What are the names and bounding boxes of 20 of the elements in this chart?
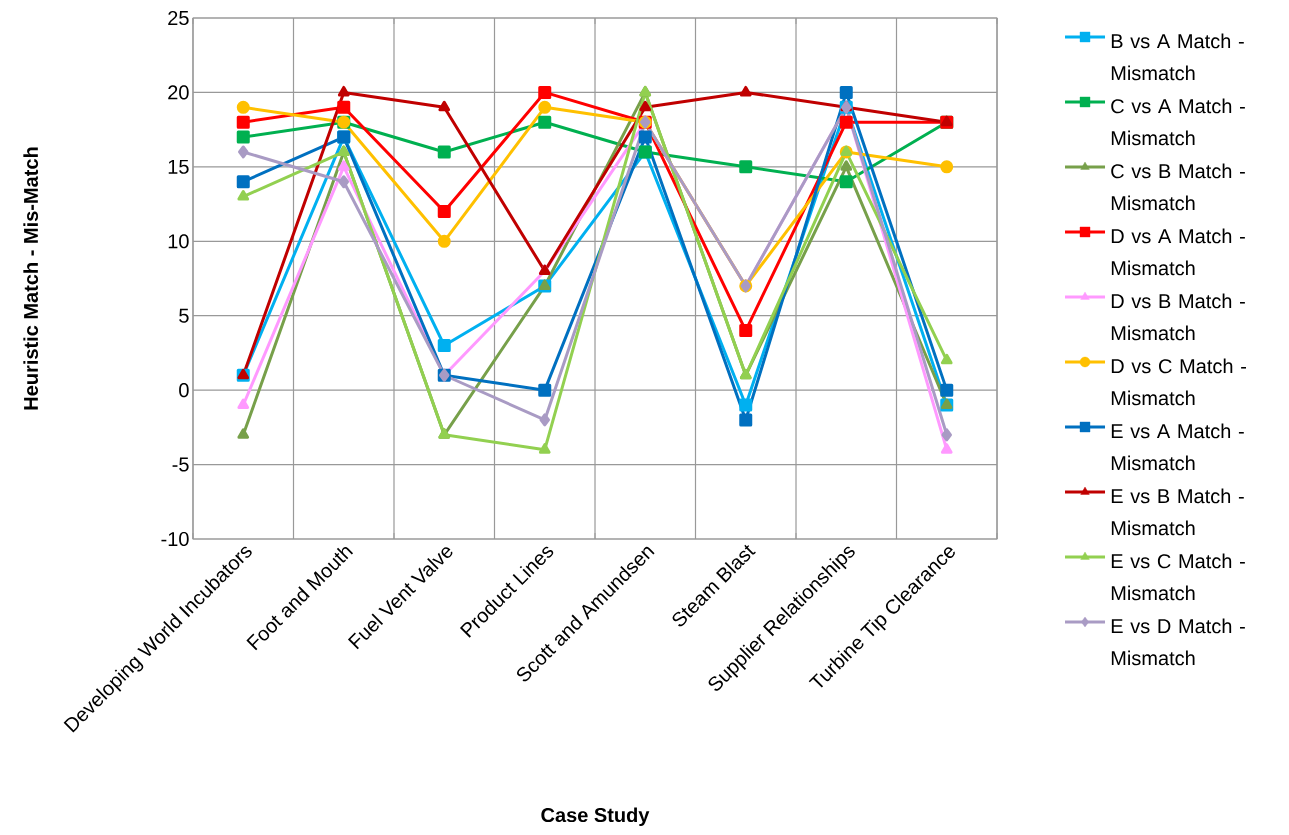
x-axis-title: Case Study	[541, 807, 650, 827]
legend-label: C vs A Match - Mismatch	[1111, 98, 1245, 146]
y-tick-label: 25	[168, 10, 189, 26]
y-tick-label: -5	[172, 457, 189, 472]
y-tick-label: 5	[179, 308, 189, 323]
legend-label: E vs B Match - Mismatch	[1111, 488, 1244, 536]
legend-label: D vs C Match - Mismatch	[1111, 358, 1246, 406]
y-tick-label: 15	[168, 159, 189, 174]
y-axis-title: Heuristic Match - Mis-Match	[23, 147, 39, 410]
legend-label: C vs B Match - Mismatch	[1111, 163, 1245, 211]
legend-label: B vs A Match - Mismatch	[1111, 33, 1244, 81]
y-tick-label: 0	[179, 383, 189, 398]
legend-label: D vs A Match - Mismatch	[1111, 228, 1245, 276]
y-tick-label: 10	[168, 234, 189, 249]
legend-label: D vs B Match - Mismatch	[1111, 293, 1245, 341]
y-tick-label: -10	[161, 531, 189, 547]
legend-label: E vs A Match - Mismatch	[1111, 423, 1244, 471]
y-tick-label: 20	[168, 85, 189, 100]
legend-label: E vs C Match - Mismatch	[1111, 553, 1245, 601]
legend-label: E vs D Match - Mismatch	[1111, 618, 1245, 666]
